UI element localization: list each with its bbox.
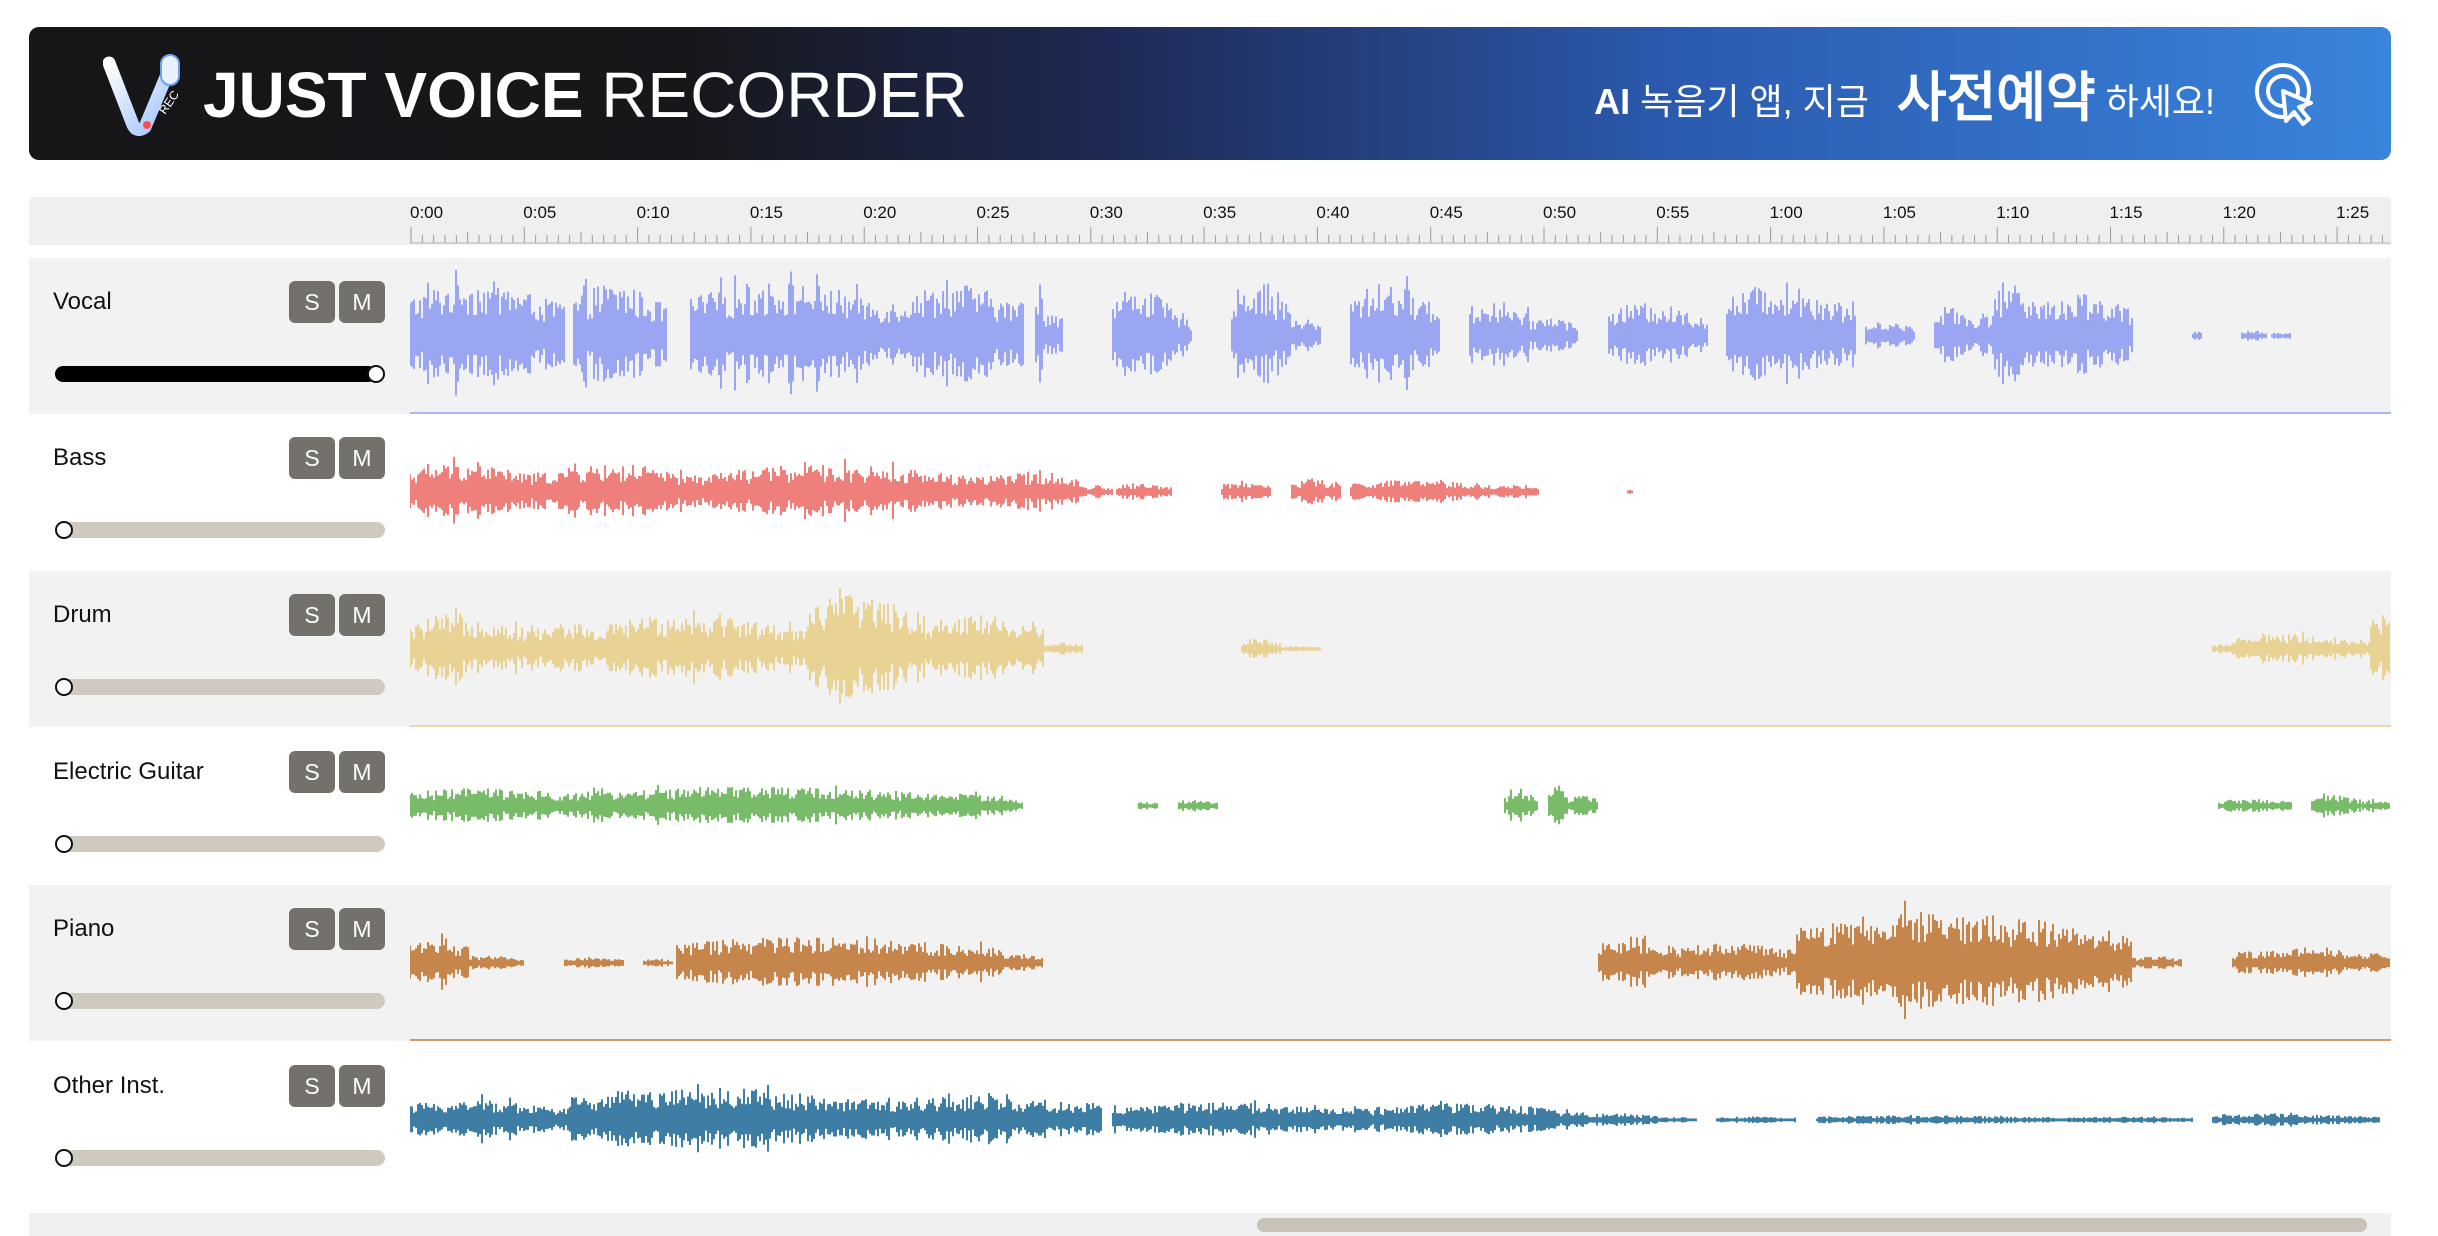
volume-knob[interactable]: [55, 678, 73, 696]
ruler-time-label: 0:15: [750, 203, 783, 222]
ruler-time-label: 1:15: [2110, 203, 2143, 222]
track-divider: [410, 412, 2391, 414]
track-divider: [410, 725, 2391, 727]
track-name: Piano: [53, 915, 115, 942]
solo-button[interactable]: S: [289, 281, 335, 323]
ruler-time-label: 0:40: [1316, 203, 1349, 222]
ruler-time-label: 0:35: [1203, 203, 1236, 222]
solo-button[interactable]: S: [289, 751, 335, 793]
track-name: Electric Guitar: [53, 758, 204, 785]
volume-knob[interactable]: [367, 365, 385, 383]
track-name: Other Inst.: [53, 1072, 166, 1099]
waveform-path: [410, 785, 2390, 825]
waveform-svg: [410, 270, 2291, 396]
ruler-time-label: 1:05: [1883, 203, 1916, 222]
solo-button[interactable]: S: [289, 594, 335, 636]
app-logo-icon: REC: [103, 54, 182, 137]
solo-button[interactable]: S: [289, 908, 335, 950]
waveform-path: [410, 900, 2390, 1019]
waveform-svg: [410, 785, 2390, 825]
track-row[interactable]: Drum S M: [29, 571, 2391, 727]
volume-slider[interactable]: [55, 678, 385, 696]
promo-text: 녹음기 앱, 지금: [1640, 81, 1869, 122]
solo-button[interactable]: S: [289, 437, 335, 479]
volume-knob[interactable]: [55, 521, 73, 539]
waveform-svg: [410, 900, 2390, 1019]
track-name: Vocal: [53, 288, 112, 315]
promo-highlight: 사전예약: [1896, 68, 2096, 128]
waveform[interactable]: [410, 258, 2391, 414]
promo-ai: AI: [1594, 81, 1631, 122]
waveform[interactable]: [410, 571, 2391, 727]
promo-banner[interactable]: REC JUST VOICE RECORDER AI 녹음기 앱, 지금 사전예…: [29, 27, 2391, 160]
ruler-time-label: 0:05: [523, 203, 556, 222]
mute-button[interactable]: M: [339, 751, 385, 793]
mute-button[interactable]: M: [339, 437, 385, 479]
solo-button[interactable]: S: [289, 1065, 335, 1107]
volume-fill: [55, 366, 376, 382]
ruler-time-label: 0:55: [1656, 203, 1689, 222]
track-row[interactable]: Piano S M: [29, 885, 2391, 1041]
waveform-path: [410, 1084, 2380, 1153]
mute-button[interactable]: M: [339, 908, 385, 950]
track-name: Drum: [53, 601, 112, 628]
volume-slider[interactable]: [55, 992, 385, 1010]
waveform[interactable]: [410, 414, 2391, 570]
waveform-path: [410, 270, 2291, 396]
scrollbar-thumb[interactable]: [1257, 1218, 2368, 1232]
volume-slider[interactable]: [55, 835, 385, 853]
ruler-time-label: 0:20: [863, 203, 896, 222]
waveform[interactable]: [410, 1042, 2391, 1198]
waveform-path: [410, 588, 2390, 704]
waveform-svg: [410, 1084, 2380, 1153]
track-row[interactable]: Bass S M: [29, 414, 2391, 570]
time-ruler[interactable]: 0:00 0:05 0:10 0:15 0:20 0:25 0:30 0:35 0:40 0:45…: [410, 197, 2391, 245]
mute-button[interactable]: M: [339, 1065, 385, 1107]
volume-slider[interactable]: [55, 365, 385, 383]
app-title: JUST VOICE RECORDER: [203, 59, 968, 131]
ruler-time-label: 1:00: [1770, 203, 1803, 222]
waveform-svg: [410, 456, 1633, 524]
ruler-time-label: 0:45: [1430, 203, 1463, 222]
volume-knob[interactable]: [55, 1149, 73, 1167]
mute-button[interactable]: M: [339, 594, 385, 636]
volume-slider[interactable]: [55, 521, 385, 539]
ruler-time-label: 1:20: [2223, 203, 2256, 222]
horizontal-scrollbar[interactable]: [29, 1213, 2391, 1236]
ruler-time-label: 0:00: [410, 203, 443, 222]
ruler-time-label: 0:50: [1543, 203, 1576, 222]
time-ruler-ticks: 0:00 0:05 0:10 0:15 0:20 0:25 0:30 0:35 0:40 0:45…: [410, 203, 2391, 244]
track-row[interactable]: Electric Guitar S M: [29, 728, 2391, 884]
waveform[interactable]: [410, 728, 2391, 884]
ruler-time-label: 1:25: [2336, 203, 2369, 222]
promo-suffix: 하세요!: [2105, 81, 2215, 122]
waveform-path: [410, 456, 1633, 524]
ruler-time-label: 0:10: [637, 203, 670, 222]
track-divider: [410, 1039, 2391, 1041]
volume-knob[interactable]: [55, 835, 73, 853]
ruler-time-label: 0:30: [1090, 203, 1123, 222]
volume-knob[interactable]: [55, 992, 73, 1010]
mute-button[interactable]: M: [339, 281, 385, 323]
track-row[interactable]: Other Inst. S M: [29, 1042, 2391, 1198]
track-row[interactable]: Vocal S M: [29, 258, 2391, 414]
click-cursor-icon[interactable]: [2253, 61, 2323, 131]
track-name: Bass: [53, 444, 107, 471]
ruler-time-label: 1:10: [1996, 203, 2029, 222]
preorder-promo[interactable]: AI 녹음기 앱, 지금 사전예약 하세요!: [1594, 61, 2215, 131]
waveform[interactable]: [410, 885, 2391, 1041]
volume-slider[interactable]: [55, 1149, 385, 1167]
ruler-time-label: 0:25: [977, 203, 1010, 222]
waveform-svg: [410, 588, 2390, 704]
